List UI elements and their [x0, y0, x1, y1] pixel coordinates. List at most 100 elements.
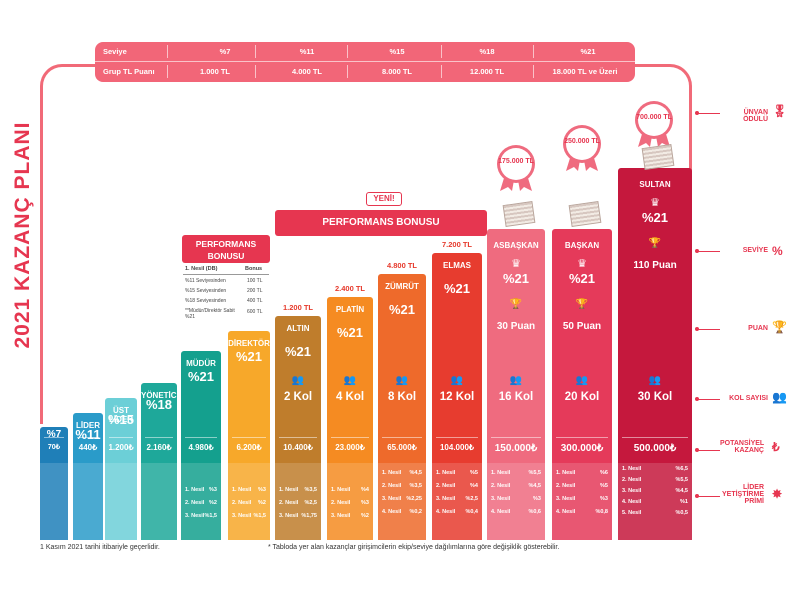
perf-bonus-row-value: 400 TL: [247, 298, 263, 304]
bar-points: 50 Puan: [562, 321, 602, 332]
generation-label: 2. Nesil: [185, 500, 205, 506]
bar-level: %18: [145, 397, 173, 412]
bar-leg-count: 2 Kol: [283, 391, 313, 403]
level-cell: %21: [580, 47, 596, 56]
crown-icon: ♛: [650, 197, 660, 209]
bar-performance-bonus: 7.200 TL: [441, 240, 472, 249]
chart-bar-di̇rektör: DİREKTÖR %21 6.200₺: [228, 331, 270, 463]
bar-potential-earnings: 440₺: [78, 443, 98, 452]
bar-potential-earnings: 150.000₺: [494, 443, 538, 454]
chart-bar-başkan: BAŞKAN ♛ %21 🏆 50 Puan 👥 20 Kol 300.000₺: [552, 229, 612, 463]
generation-rate: %1,5: [204, 513, 217, 519]
generation-label: 4. Nesil: [491, 509, 511, 515]
generation-label: 3. Nesil: [185, 513, 205, 519]
generation-rate: %5: [470, 470, 478, 476]
level-cell: %15: [389, 47, 405, 56]
generation-label: 3. Nesil: [232, 513, 252, 519]
generation-label: 1. Nesil: [232, 487, 252, 493]
people-icon: 👥: [395, 375, 409, 386]
generation-label: 2. Nesil: [279, 500, 299, 506]
bar-label: ZÜMRÜT: [385, 282, 419, 291]
leader-bonus-cell: 1. Nesil %5,5 2. Nesil %4,5 3. Nesil %3 4. Nes…: [487, 463, 545, 540]
generation-rate: %5: [600, 483, 608, 489]
bar-label: PLATİN: [335, 305, 365, 314]
crown-icon: ♛: [511, 258, 521, 270]
money-stack-image: [568, 201, 602, 227]
bar-leg-count: 4 Kol: [335, 391, 365, 403]
bar-potential-earnings: 70₺: [47, 444, 61, 451]
bar-divider: [185, 437, 217, 438]
bar-potential-earnings: 1.200₺: [108, 443, 134, 452]
bar-potential-earnings: 4.980₺: [188, 443, 214, 452]
label-points: PUAN: [748, 325, 768, 332]
generation-rate: %6,5: [675, 466, 688, 472]
generation-rate: %0,8: [595, 509, 608, 515]
generation-label: 1. Nesil: [622, 466, 642, 472]
bar-leg-count: 16 Kol: [498, 391, 534, 403]
bar-leg-count: 8 Kol: [387, 391, 417, 403]
generation-label: 2. Nesil: [382, 483, 402, 489]
generation-rate: %2: [361, 513, 369, 519]
people-icon: 👥: [450, 375, 464, 386]
people-icon: 👥: [343, 375, 357, 386]
perf-bonus-small-title-line1: PERFORMANS: [195, 239, 257, 249]
bar-divider: [556, 437, 608, 438]
level-cell: %11: [299, 47, 315, 56]
bar-level: %21: [568, 271, 596, 286]
leader-bonus-cell: 1. Nesil %4 2. Nesil %3 3. Nesil %2: [327, 463, 373, 540]
trophy-icon: 🏆: [509, 299, 523, 310]
group-points-cell: 18.000 TL ve Üzeri: [552, 67, 618, 76]
generation-label: 2. Nesil: [436, 483, 456, 489]
generation-rate: %0,5: [675, 510, 688, 516]
generation-rate: %0,6: [528, 509, 541, 515]
bar-points: 110 Puan: [633, 260, 677, 271]
perf-bonus-small-table: 1. Nesil (DB) Bonus %11 Seviyesinden 100…: [183, 265, 269, 327]
bar-divider: [436, 437, 478, 438]
trophy-icon: 🏆: [772, 320, 787, 334]
award-ribbon-icon: [635, 101, 673, 147]
bar-divider: [77, 437, 99, 438]
generation-rate: %4,5: [409, 470, 422, 476]
bar-label: BAŞKAN: [564, 241, 600, 250]
title-award-seal: 175.000 TL: [488, 142, 544, 192]
generation-label: 2. Nesil: [331, 500, 351, 506]
generation-label: 2. Nesil: [622, 477, 642, 483]
generation-rate: %0,4: [465, 509, 478, 515]
generation-rate: %3,5: [409, 483, 422, 489]
chart-bar-müdür: MÜDÜR %21 4.980₺: [181, 351, 221, 463]
label-leader-bonus: LİDER YETİŞTİRME PRİMİ: [721, 484, 764, 505]
bar-level: %21: [284, 344, 312, 359]
perf-bonus-small-title: PERFORMANS BONUSU: [182, 235, 270, 263]
generation-label: 4. Nesil: [382, 509, 402, 515]
bar-label: ALTIN: [286, 324, 310, 333]
chart-bar-asbaşkan: ASBAŞKAN ♛ %21 🏆 30 Puan 👥 16 Kol 150.000₺: [487, 229, 545, 463]
leader-bonus-cell: 1. Nesil %5 2. Nesil %4 3. Nesil %2,5 4. Nesil…: [432, 463, 482, 540]
bar-potential-earnings: 104.000₺: [439, 443, 474, 452]
bar-potential-earnings: 23.000₺: [335, 443, 365, 452]
leader-bonus-cell: [40, 463, 68, 540]
trophy-icon: 🏆: [575, 299, 589, 310]
page-title: 2021 KAZANÇ PLANI: [11, 121, 34, 349]
generation-rate: %2,5: [304, 500, 317, 506]
generation-rate: %4: [470, 483, 478, 489]
perf-bonus-row-label: %11 Seviyesinden: [185, 278, 226, 284]
medal-icon: 🎖: [772, 104, 788, 118]
level-cell: %7: [219, 47, 231, 56]
generation-label: 3. Nesil: [382, 496, 402, 502]
group-points-cell: 4.000 TL: [291, 67, 322, 76]
generation-rate: %4,5: [528, 483, 541, 489]
generation-rate: %2: [209, 500, 217, 506]
bar-leg-count: 20 Kol: [564, 391, 600, 403]
bar-potential-earnings: 10.400₺: [283, 443, 313, 452]
generation-label: 1. Nesil: [556, 470, 576, 476]
generation-label: 3. Nesil: [436, 496, 456, 502]
title-award-amount: 175.000 TL: [498, 158, 534, 165]
generation-rate: %0,2: [409, 509, 422, 515]
percent-icon: %: [772, 244, 783, 258]
generation-rate: %6: [600, 470, 608, 476]
bar-label: MÜDÜR: [186, 359, 216, 368]
generation-rate: %3: [209, 487, 217, 493]
bar-performance-bonus: 4.800 TL: [386, 261, 417, 270]
group-points-cell: 12.000 TL: [469, 67, 505, 76]
generation-rate: %5,5: [675, 477, 688, 483]
